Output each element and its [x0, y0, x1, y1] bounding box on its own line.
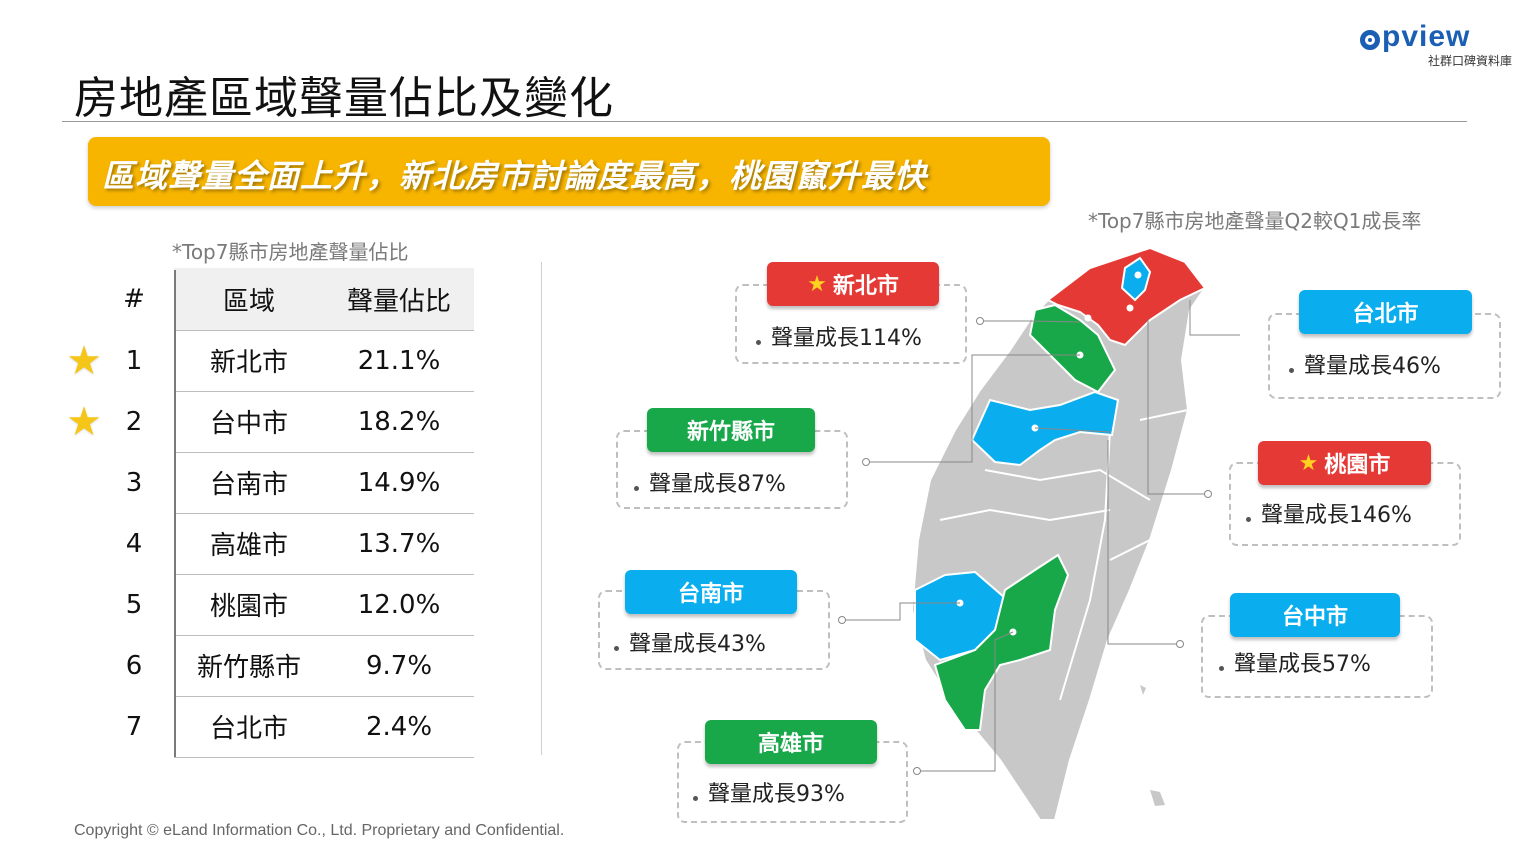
row-share: 9.7%: [365, 650, 433, 681]
table-row: 4 高雄市 13.7%: [62, 513, 474, 575]
banner-text: 區域聲量全面上升，新北房市討論度最高，桃園竄升最快: [102, 157, 928, 195]
bullet-dot-icon: [693, 795, 698, 801]
header-region: 區域: [222, 286, 275, 317]
table-header-row: # 區域 聲量佔比: [62, 268, 474, 331]
map-note: *Top7縣市房地產聲量Q2較Q1成長率: [1088, 209, 1422, 233]
opview-logo: pview 社群口碑資料庫: [1360, 20, 1512, 70]
copyright-footer: Copyright © eLand Information Co., Ltd. …: [74, 822, 565, 839]
table-row: ★ 2 台中市 18.2%: [62, 391, 474, 453]
callout-name: 新北市: [832, 274, 899, 299]
table-row: 6 新竹縣市 9.7%: [62, 635, 474, 697]
row-region: 台南市: [209, 470, 288, 500]
row-share: 2.4%: [365, 711, 433, 742]
callout-growth: 聲量成長87%: [649, 472, 786, 497]
callout-growth: 聲量成長46%: [1304, 354, 1441, 379]
bullet-dot-icon: [756, 339, 761, 345]
row-share: 13.7%: [357, 528, 441, 559]
callout-name: 新竹縣市: [686, 420, 775, 445]
bullet-dot-icon: [1246, 516, 1251, 522]
row-share: 18.2%: [357, 406, 441, 437]
logo-subtitle: 社群口碑資料庫: [1427, 54, 1512, 68]
bullet-dot-icon: [614, 645, 619, 651]
header-rank: #: [123, 284, 145, 314]
leader-endpoints: [838, 317, 1212, 775]
callout-growth: 聲量成長114%: [771, 326, 922, 351]
region-kaohsiung: [933, 553, 1070, 731]
callout-name: 台北市: [1352, 302, 1419, 327]
star-icon: ★: [66, 337, 102, 384]
region-hsinchu: [1028, 303, 1117, 394]
bullet-dot-icon: [634, 485, 639, 491]
callout-name: 桃園市: [1324, 453, 1391, 478]
row-rank: 4: [125, 528, 143, 559]
callout-growth: 聲量成長146%: [1261, 503, 1412, 528]
callout-growth: 聲量成長93%: [708, 782, 845, 807]
bullet-dot-icon: [1289, 367, 1294, 373]
row-rank: 6: [125, 650, 143, 681]
row-region: 高雄市: [209, 531, 288, 561]
callout-name: 高雄市: [757, 732, 824, 757]
row-region: 新北市: [209, 348, 288, 378]
region-xinbei: [1046, 246, 1207, 347]
row-region: 台北市: [209, 714, 288, 744]
leader-lines: [842, 300, 1240, 772]
logo-text: pview: [1382, 20, 1471, 53]
star-icon: ★: [807, 271, 827, 297]
table-vertical-rule: [174, 270, 176, 757]
island-shape: [1140, 685, 1146, 695]
headline-banner: 區域聲量全面上升，新北房市討論度最高，桃園竄升最快: [88, 137, 1050, 206]
table-row: 3 台南市 14.9%: [62, 452, 474, 514]
row-share: 21.1%: [357, 345, 441, 376]
taiwan-map: [838, 246, 1240, 821]
row-region: 桃園市: [209, 592, 288, 622]
star-icon: ★: [1298, 450, 1319, 476]
table-row: 5 桃園市 12.0%: [62, 574, 474, 636]
title-divider: [62, 121, 1467, 122]
row-rank: 2: [125, 406, 143, 437]
callout-name: 台中市: [1281, 605, 1348, 630]
logo-o-icon: [1360, 30, 1380, 50]
table-row: 7 台北市 2.4%: [62, 696, 474, 758]
callout-growth: 聲量成長43%: [629, 632, 766, 657]
table-note: *Top7縣市房地產聲量佔比: [172, 240, 409, 264]
island-shape: [1150, 790, 1165, 806]
star-icon: ★: [66, 398, 102, 445]
row-share: 12.0%: [357, 589, 441, 620]
row-rank: 5: [125, 589, 143, 620]
header-share: 聲量佔比: [346, 286, 451, 317]
callout-growth: 聲量成長57%: [1234, 652, 1371, 677]
row-rank: 7: [125, 711, 143, 742]
row-region: 新竹縣市: [196, 653, 301, 683]
page-title: 房地產區域聲量佔比及變化: [74, 73, 614, 124]
callout-name: 台南市: [677, 582, 744, 607]
table-row: ★ 1 新北市 21.1%: [62, 330, 474, 392]
row-rank: 1: [125, 345, 143, 376]
row-region: 台中市: [209, 409, 288, 439]
bullet-dot-icon: [1219, 665, 1224, 671]
region-taipei: [1120, 256, 1152, 302]
row-share: 14.9%: [357, 467, 441, 498]
row-rank: 3: [125, 467, 143, 498]
section-divider: [541, 262, 542, 755]
share-table: # 區域 聲量佔比 ★ 1 新北市 21.1% ★ 2 台中市 18.2% 3 …: [62, 268, 474, 758]
